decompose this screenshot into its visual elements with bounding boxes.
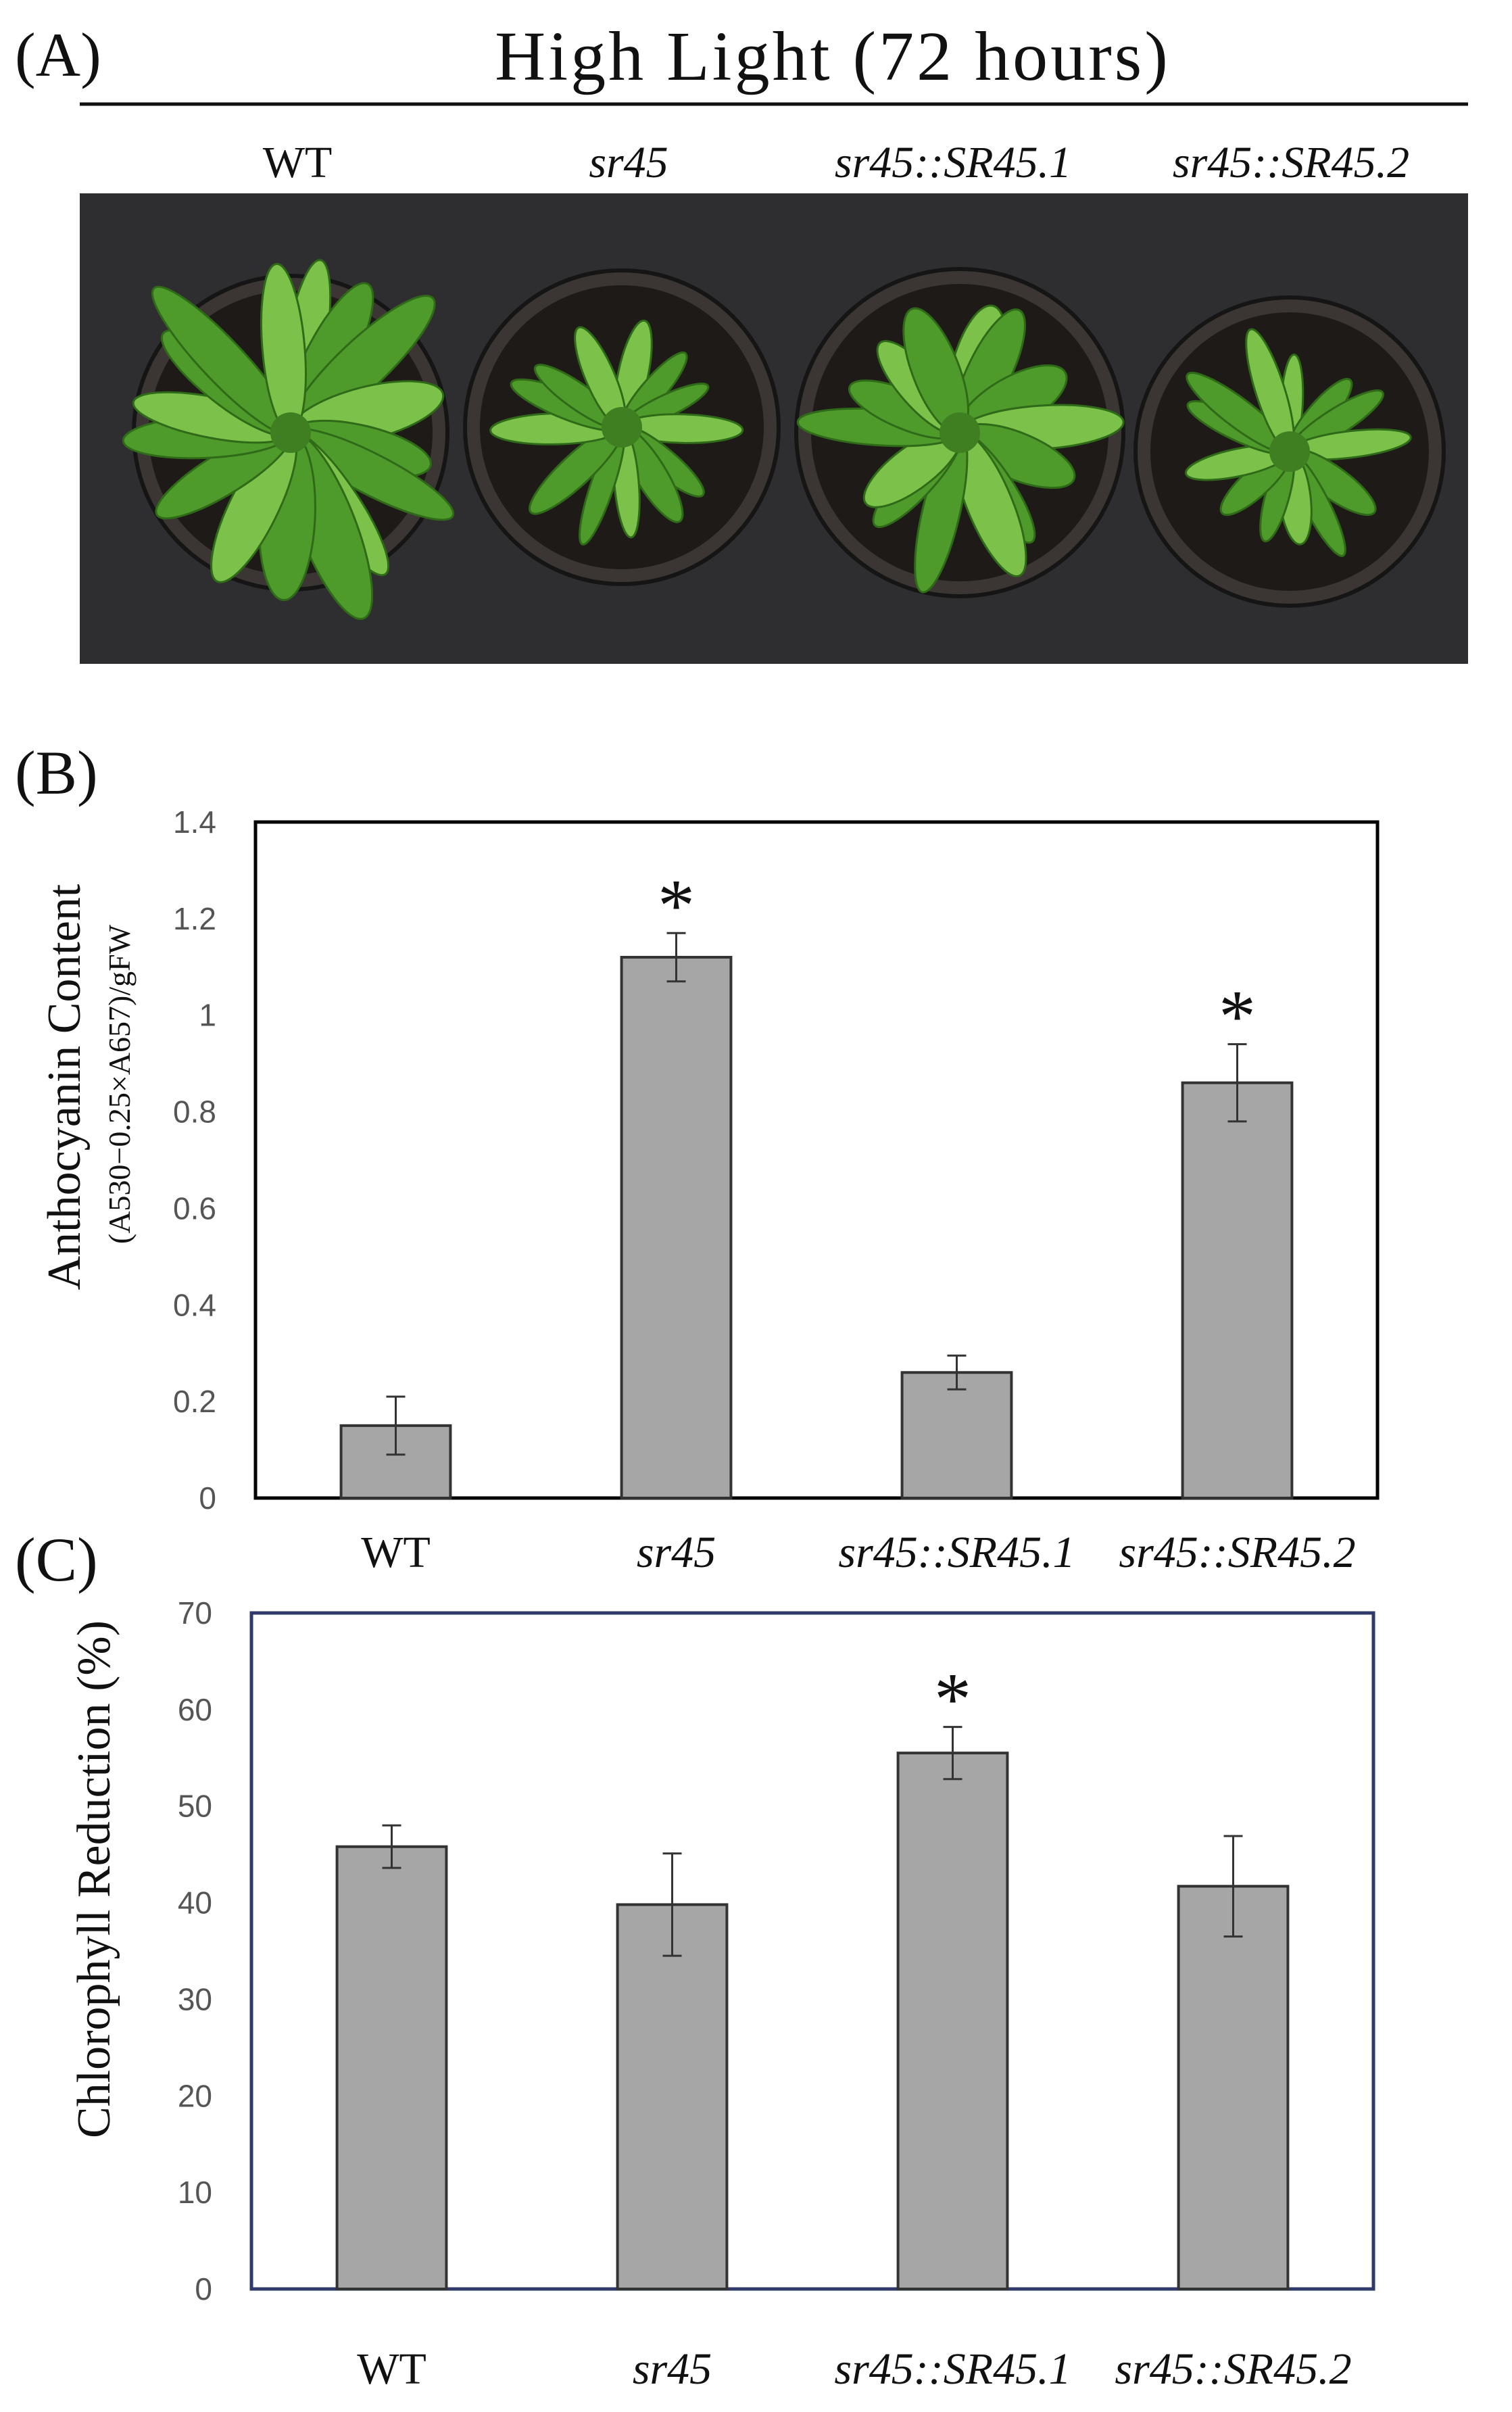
- y-tick-label: 0.6: [173, 1190, 216, 1226]
- panel-a-genotype-labels: WT sr45 sr45::SR45.1 sr45::SR45.2: [263, 138, 1409, 187]
- genotype-label-wt: WT: [263, 138, 333, 187]
- significance-marker: *: [658, 864, 695, 946]
- y-tick-label: 10: [178, 2175, 212, 2210]
- genotype-label-sr45: sr45: [589, 138, 668, 187]
- y-tick-label: 1: [199, 998, 216, 1033]
- bar-sr45-sr45-1: [900, 1371, 1013, 1500]
- panel-a-title: High Light (72 hours): [495, 18, 1171, 95]
- rosette-center: [1269, 431, 1310, 472]
- plant-sr45-sr45-2: [1133, 295, 1446, 608]
- category-label-sr45-sr45-2: sr45::SR45.2: [1119, 1528, 1355, 1577]
- bar-sr45: [616, 1903, 729, 2290]
- y-tick-label: 0.4: [173, 1287, 216, 1322]
- significance-marker: *: [1219, 975, 1256, 1058]
- plant-wt: [122, 259, 455, 621]
- rosette-center: [270, 412, 311, 453]
- genotype-label-sr45-sr45-1: sr45::SR45.1: [835, 138, 1071, 187]
- bar-sr45-sr45-1: [896, 1752, 1009, 2290]
- plant-sr45-sr45-1: [794, 267, 1125, 598]
- plot-frame: [249, 1611, 1375, 2291]
- category-label-wt: WT: [357, 2344, 426, 2394]
- category-label-sr45-sr45-1: sr45::SR45.1: [834, 2344, 1071, 2394]
- y-tick-label: 50: [178, 1789, 212, 1824]
- panel-b-ylabel: Anthocyanin Content: [39, 884, 91, 1290]
- y-tick-label: 1.2: [173, 901, 216, 936]
- bar-wt: [335, 1845, 448, 2291]
- y-tick-label: 40: [178, 1885, 212, 1921]
- y-tick-label: 70: [178, 1595, 212, 1631]
- y-tick-label: 0: [195, 2271, 212, 2307]
- y-tick-label: 30: [178, 1981, 212, 2017]
- rosette-center: [940, 412, 980, 453]
- y-tick-label: 0.2: [173, 1384, 216, 1419]
- category-label-sr45-sr45-1: sr45::SR45.1: [838, 1528, 1075, 1577]
- panel-c: (C) Chlorophyll Reduction (%) 0 10 20 30 40 5…: [15, 1525, 1375, 2394]
- category-label-sr45: sr45: [637, 1528, 716, 1577]
- panel-b-label: (B): [15, 738, 98, 807]
- y-tick-label: 20: [178, 2078, 212, 2113]
- panel-b-chart: 0 0.2 0.4 0.6 0.8 1 1.2 1.4WT *sr45 sr45::SR45.1 *…: [173, 804, 1380, 1577]
- panel-c-ylabel: Chlorophyll Reduction (%): [68, 1620, 120, 2138]
- plant-photo: [80, 193, 1468, 664]
- rosette-center: [602, 407, 642, 448]
- category-label-wt: WT: [361, 1528, 431, 1577]
- panel-b-ylabel-units: (A530−0.25×A657)/gFW: [102, 924, 137, 1244]
- plant-sr45: [463, 268, 781, 586]
- genotype-label-sr45-sr45-2: sr45::SR45.2: [1173, 138, 1409, 187]
- bar-sr45-sr45-2: [1177, 1885, 1290, 2290]
- y-tick-label: 0.8: [173, 1094, 216, 1130]
- y-tick-label: 0: [199, 1480, 216, 1516]
- y-tick-label: 60: [178, 1692, 212, 1727]
- y-tick-label: 1.4: [173, 804, 216, 840]
- panel-c-label: (C): [15, 1525, 98, 1594]
- panel-a: (A) High Light (72 hours) WT sr45 sr45::SR…: [15, 18, 1468, 664]
- panel-a-label: (A): [15, 20, 101, 89]
- photo-plants: [122, 259, 1446, 621]
- panel-b: (B) Anthocyanin Content (A530−0.25×A657)…: [15, 738, 1380, 1577]
- bar-sr45-sr45-2: [1181, 1081, 1294, 1499]
- category-label-sr45: sr45: [633, 2344, 712, 2394]
- plot-frame: [253, 820, 1380, 1500]
- bar-sr45: [620, 956, 733, 1499]
- category-label-sr45-sr45-2: sr45::SR45.2: [1115, 2344, 1351, 2394]
- significance-marker: *: [934, 1658, 971, 1741]
